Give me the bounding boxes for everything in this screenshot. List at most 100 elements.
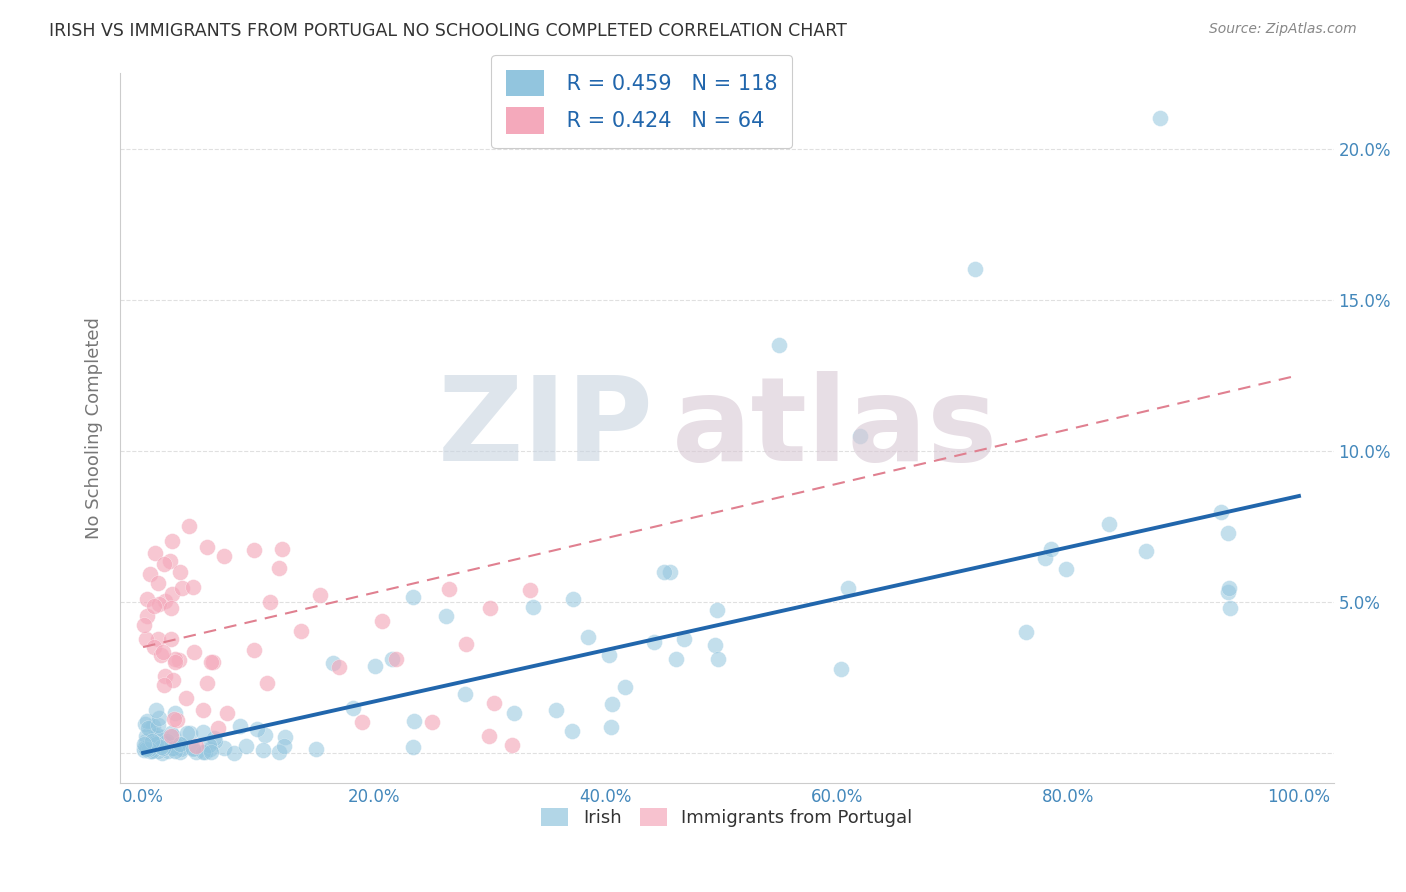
Point <box>204 731 226 746</box>
Point <box>194 746 217 760</box>
Point <box>160 729 183 743</box>
Point <box>1135 543 1157 558</box>
Point <box>146 739 169 753</box>
Point <box>243 543 266 558</box>
Point <box>159 726 181 740</box>
Point <box>848 428 870 442</box>
Point <box>184 739 207 754</box>
Point <box>155 594 177 608</box>
Point <box>167 653 190 667</box>
Point <box>200 745 222 759</box>
Text: IRISH VS IMMIGRANTS FROM PORTUGAL NO SCHOOLING COMPLETED CORRELATION CHART: IRISH VS IMMIGRANTS FROM PORTUGAL NO SCH… <box>49 22 846 40</box>
Point <box>146 728 169 742</box>
Point <box>195 541 218 555</box>
Point <box>165 655 187 669</box>
Point <box>139 744 162 758</box>
Point <box>138 721 160 735</box>
Point <box>153 669 176 683</box>
Point <box>160 601 183 615</box>
Point <box>146 632 169 647</box>
Point <box>169 745 191 759</box>
Point <box>160 632 183 647</box>
Point <box>141 744 163 758</box>
Point <box>179 726 201 740</box>
Point <box>162 587 184 601</box>
Point <box>364 659 387 673</box>
Point <box>198 741 221 756</box>
Point <box>176 726 198 740</box>
Point <box>434 609 457 624</box>
Point <box>652 565 675 579</box>
Text: ZIP: ZIP <box>439 370 654 485</box>
Point <box>212 549 235 564</box>
Point <box>142 719 165 733</box>
Point <box>172 581 194 595</box>
Point <box>134 741 156 756</box>
Point <box>155 736 177 750</box>
Point <box>613 680 636 694</box>
Point <box>183 645 205 659</box>
Point <box>169 740 191 755</box>
Point <box>252 742 274 756</box>
Point <box>478 601 501 615</box>
Point <box>200 655 222 669</box>
Point <box>165 744 187 758</box>
Point <box>162 729 184 743</box>
Point <box>181 742 204 756</box>
Point <box>148 597 170 611</box>
Point <box>146 576 169 591</box>
Point <box>381 652 404 666</box>
Point <box>135 743 157 757</box>
Point <box>138 737 160 751</box>
Point <box>544 703 567 717</box>
Point <box>170 738 193 752</box>
Point <box>704 638 727 652</box>
Y-axis label: No Schooling Completed: No Schooling Completed <box>86 317 103 539</box>
Point <box>186 745 208 759</box>
Point <box>269 745 291 759</box>
Point <box>135 741 157 756</box>
Point <box>181 741 204 756</box>
Point <box>561 724 583 739</box>
Point <box>191 745 214 759</box>
Point <box>290 624 312 639</box>
Point <box>141 733 163 747</box>
Point <box>600 697 623 711</box>
Point <box>385 651 408 665</box>
Point <box>342 700 364 714</box>
Point <box>195 676 218 690</box>
Point <box>152 741 174 756</box>
Point <box>402 740 425 755</box>
Point <box>672 632 695 647</box>
Point <box>179 519 201 533</box>
Point <box>561 591 583 606</box>
Point <box>245 722 267 736</box>
Point <box>159 553 181 567</box>
Point <box>146 731 169 745</box>
Point <box>665 652 688 666</box>
Point <box>145 737 167 751</box>
Point <box>1033 551 1056 566</box>
Point <box>576 630 599 644</box>
Point <box>143 736 166 750</box>
Point <box>207 721 229 735</box>
Point <box>259 595 281 609</box>
Point <box>136 714 159 728</box>
Point <box>134 734 156 748</box>
Point <box>202 655 225 669</box>
Point <box>134 740 156 755</box>
Point <box>174 691 197 706</box>
Point <box>134 618 156 632</box>
Point <box>166 713 188 727</box>
Point <box>135 632 157 646</box>
Point <box>141 742 163 756</box>
Point <box>150 746 173 760</box>
Point <box>149 648 172 662</box>
Point <box>522 599 544 614</box>
Point <box>643 635 665 649</box>
Point <box>1098 516 1121 531</box>
Point <box>165 652 187 666</box>
Point <box>148 711 170 725</box>
Point <box>148 718 170 732</box>
Point <box>600 720 623 734</box>
